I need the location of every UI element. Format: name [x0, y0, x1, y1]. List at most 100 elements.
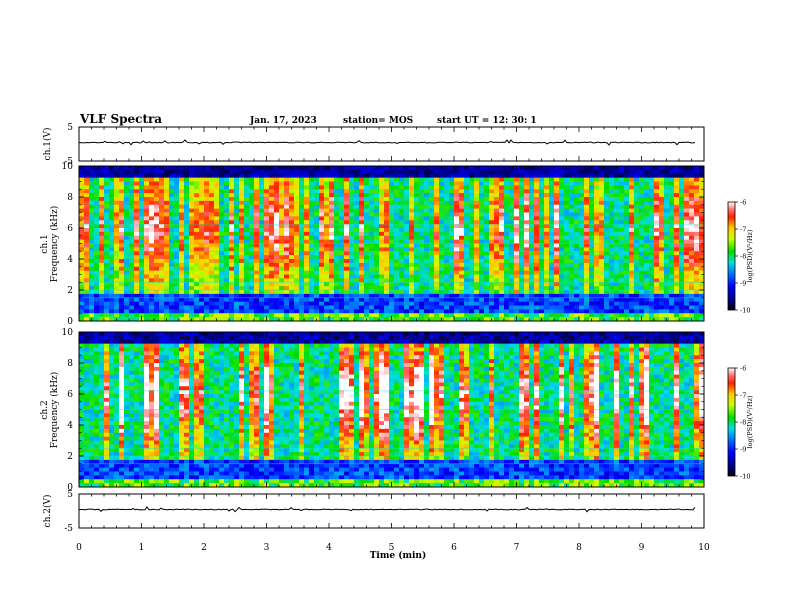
ch1-spectrogram-cell: [589, 305, 595, 310]
ch1-spectrogram-cell: [124, 169, 130, 175]
ch1-spectrogram-cell: [214, 212, 220, 217]
ch1-spectrogram-cell: [664, 262, 670, 268]
ch1-spectrogram-cell: [344, 239, 350, 244]
ch1-spectrogram-cell: [229, 204, 235, 210]
ch1-spectrogram-cell: [344, 204, 350, 210]
ch1-spectrogram-cell: [209, 259, 215, 264]
ch1-spectrogram-cell: [89, 204, 95, 210]
ch1-spectrogram-cell: [329, 185, 335, 190]
ch1-spectrogram-cell: [354, 181, 360, 186]
ch1-spectrogram-cell: [174, 166, 180, 171]
ch1-spectrogram-cell: [234, 231, 240, 237]
ch1-spectrogram-cell: [389, 193, 395, 198]
ch1-spectrogram-cell: [124, 189, 130, 194]
ch1-spectrogram-cell: [259, 313, 265, 318]
ch1-spectrogram-cell: [504, 216, 510, 221]
ch1-spectrogram-cell: [409, 255, 415, 260]
ch1-spectrogram-cell: [349, 259, 355, 264]
ch1-spectrogram-cell: [469, 259, 475, 264]
ch1-spectrogram-cell: [369, 208, 375, 213]
ch1-spectrogram-cell: [604, 255, 610, 260]
ch1-spectrogram-cell: [634, 228, 640, 233]
ch1-spectrogram-cell: [119, 181, 125, 186]
ch1-spectrogram-cell: [424, 189, 430, 194]
ch1-spectrogram-cell: [89, 239, 95, 244]
ch1-spectrogram-cell: [124, 208, 130, 213]
ch1-spectrogram-cell: [94, 239, 100, 244]
ch1-spectrogram-cell: [699, 239, 704, 244]
ch1-spectrogram-cell: [379, 278, 385, 283]
ch1-spectrogram-cell: [639, 231, 645, 237]
ch1-spectrogram-cell: [479, 290, 485, 295]
ch1-spectrogram-cell: [509, 220, 515, 225]
ch1-spectrogram-cell: [584, 220, 590, 225]
ch1-spectrogram-cell: [699, 228, 704, 233]
ch1-spectrogram-cell: [564, 200, 570, 206]
ch1-spectrogram-cell: [654, 251, 660, 256]
ch1-spectrogram-cell: [619, 251, 625, 256]
ch1-spectrogram-cell: [464, 274, 470, 279]
ch1-spectrogram-cell: [289, 224, 295, 229]
ch1-spectrogram-cell: [294, 216, 300, 221]
ch1-spectrogram-cell: [164, 297, 170, 303]
ch1-spectrogram-cell: [204, 204, 210, 210]
ch1-spectrogram-cell: [514, 274, 520, 279]
ch1-spectrogram-cell: [544, 185, 550, 190]
ch1-spectrogram-cell: [514, 177, 520, 182]
ch1-spectrogram-cell: [109, 309, 115, 314]
ch1-spectrogram-cell: [259, 193, 265, 198]
ch1-spectrogram-cell: [474, 212, 480, 217]
ch1-spectrogram-cell: [499, 231, 505, 237]
ch1-spectrogram-cell: [419, 166, 425, 171]
ch1-spectrogram-cell: [154, 173, 160, 179]
ch1-spectrogram-cell: [674, 212, 680, 217]
ch1-spectrogram-cell: [109, 169, 115, 175]
ch1-spectrogram-cell: [579, 193, 585, 198]
ch1-spectrogram-cell: [264, 193, 270, 198]
ch1-spectrogram-cell: [264, 239, 270, 244]
ch1-spectrogram-cell: [389, 297, 395, 303]
ch1-spectrogram-cell: [259, 301, 265, 306]
ch1-spectrogram-cell: [179, 290, 185, 295]
ch1-spectrogram-cell: [79, 317, 85, 321]
ch1-spectrogram-cell: [199, 262, 205, 268]
ch1-spectrogram-cell: [569, 208, 575, 213]
ch1-spectrogram-cell: [319, 301, 325, 306]
ch1-spectrogram-cell: [194, 239, 200, 244]
ch1-spectrogram-cell: [99, 243, 105, 248]
ch1-spectrogram-cell: [669, 197, 675, 202]
ch1-spectrogram-cell: [204, 243, 210, 248]
ch1-spectrogram-cell: [309, 231, 315, 237]
ch1-spectrogram-cell: [534, 193, 540, 198]
ch1-spectrogram-cell: [539, 278, 545, 283]
ch1-spectrogram-cell: [439, 200, 445, 206]
ch1-spectrogram-cell: [159, 166, 165, 171]
ch1-spectrogram-cell: [594, 290, 600, 295]
ch1-spectrogram-cell: [274, 231, 280, 237]
ch1-spectrogram-cell: [109, 282, 115, 287]
ch1-spectrogram-cell: [589, 247, 595, 252]
ch1-spectrogram-cell: [654, 169, 660, 175]
ch1-spectrogram-cell: [199, 216, 205, 221]
ch1-spectrogram-cell: [574, 224, 580, 229]
ch1-spectrogram-cell: [109, 204, 115, 210]
ch1-spectrogram-cell: [169, 243, 175, 248]
ch1-spectrogram-cell: [469, 185, 475, 190]
ch1-spectrogram-cell: [99, 220, 105, 225]
ch1-spectrogram-cell: [599, 313, 605, 318]
ch1-spectrogram-cell: [629, 301, 635, 306]
ch1-spectrogram-cell: [439, 305, 445, 310]
ch1-spectrogram-cell: [304, 189, 310, 194]
ch1-spectrogram-cell: [504, 278, 510, 283]
ch1-spectrogram-cell: [259, 181, 265, 186]
ch1-spectrogram-cell: [649, 313, 655, 318]
ch1-spectrogram-cell: [434, 189, 440, 194]
ch1-spectrogram-cell: [564, 293, 570, 299]
ch1-spectrogram-cell: [634, 169, 640, 175]
ch1-spectrogram-cell: [274, 293, 280, 299]
ch1-spectrogram-cell: [314, 224, 320, 229]
ch1-spectrogram-cell: [514, 169, 520, 175]
ch1-spectrogram-cell: [659, 181, 665, 186]
ch1-spectrogram-cell: [444, 266, 450, 272]
ch1-spectrogram-cell: [424, 301, 430, 306]
